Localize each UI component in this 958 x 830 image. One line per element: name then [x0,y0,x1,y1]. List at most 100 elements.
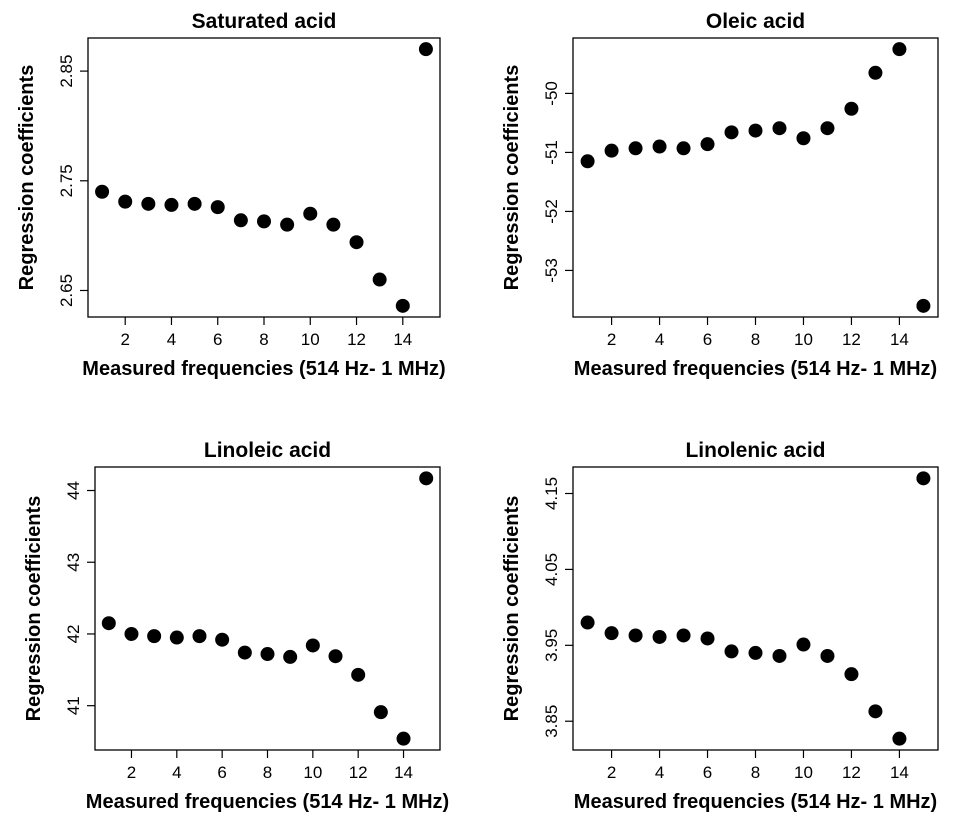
data-point [95,184,110,199]
y-axis-label: Regression coefficients [23,496,45,722]
data-point [724,644,739,659]
data-point [724,125,739,140]
y-axis-label: Regression coefficients [501,65,523,291]
chart-panel-1: Saturated acid 2 4 6 8 10 12 14 2.65 2.75 2.85 Meas… [16,10,446,380]
data-point [604,626,619,641]
data-point [215,632,230,647]
y-axis-label: Regression coefficients [501,496,523,722]
x-tick-label: 10 [794,330,813,349]
data-point [604,143,619,158]
data-point [349,235,364,250]
data-point [164,197,179,212]
y-tick-label: -53 [542,258,561,283]
data-point [700,137,715,152]
x-tick-label: 4 [172,763,181,782]
y-tick-label: 2.75 [57,164,76,197]
data-point [892,42,907,57]
plot-frame [572,466,939,751]
data-point [676,628,691,643]
data-point [628,628,643,643]
data-point [628,141,643,156]
data-point [892,731,907,746]
data-point [260,647,275,662]
data-point [652,629,667,644]
x-tick-label: 12 [349,763,368,782]
data-point [169,630,184,645]
plot-frame [572,37,939,318]
x-tick-label: 4 [655,763,664,782]
x-tick-label: 4 [167,330,176,349]
x-tick-label: 12 [842,763,861,782]
x-tick-label: 2 [120,330,129,349]
x-tick-label: 6 [703,763,712,782]
data-point [124,626,139,641]
x-tick-label: 10 [301,330,320,349]
data-point [141,196,156,211]
data-point [305,638,320,653]
y-tick-label: 3.85 [542,705,561,738]
data-point [101,616,116,631]
y-tick-label: 4.15 [542,477,561,510]
data-point [328,649,343,664]
x-axis-label: Measured frequencies (514 Hz- 1 MHz) [86,791,449,813]
x-tick-label: 6 [213,330,222,349]
y-tick-label: -52 [542,199,561,224]
data-point [820,648,835,663]
y-tick-label: 41 [64,696,83,715]
plot-frame [94,466,441,751]
data-point [118,194,133,209]
chart-title: Linolenic acid [685,439,825,462]
x-axis-label: Measured frequencies (514 Hz- 1 MHz) [574,791,937,813]
data-point [326,217,341,232]
x-tick-label: 14 [890,763,909,782]
data-point [395,298,410,313]
x-tick-label: 2 [607,330,616,349]
data-point [772,648,787,663]
data-point [652,139,667,154]
data-point [257,214,271,229]
plot-frame [87,37,441,318]
x-tick-label: 8 [751,330,760,349]
data-point [820,121,835,136]
data-point [844,667,859,682]
x-axis-label: Measured frequencies (514 Hz- 1 MHz) [82,358,445,380]
y-tick-label: 2.85 [57,55,76,88]
x-tick-label: 2 [127,763,136,782]
data-point [351,667,366,682]
data-point [796,131,811,146]
x-tick-label: 6 [703,330,712,349]
chart-title: Saturated acid [192,10,337,33]
x-tick-label: 8 [263,763,272,782]
data-point [844,101,859,116]
data-point [373,705,388,720]
chart-title: Oleic acid [706,10,805,33]
y-tick-label: 3.95 [542,629,561,662]
data-point [868,704,883,719]
data-point [772,121,787,136]
x-tick-label: 6 [217,763,226,782]
data-point [237,645,252,660]
data-point [419,471,434,486]
data-point [700,631,715,646]
data-point [233,213,248,228]
x-tick-label: 14 [394,763,413,782]
data-point [187,196,202,211]
x-tick-label: 2 [607,763,616,782]
data-point [283,649,298,664]
data-point [676,141,691,156]
x-tick-label: 14 [890,330,909,349]
data-point [868,65,883,80]
x-tick-label: 14 [393,330,412,349]
chart-panel-3: Linoleic acid 2 4 6 8 10 12 14 41 42 43 44 Measured … [23,439,449,813]
y-tick-label: 44 [64,481,83,500]
data-point [147,629,162,644]
x-tick-label: 8 [751,763,760,782]
chart-panel-2: Oleic acid 2 4 6 8 10 12 14 -53 -52 -51 -50 Measured… [501,10,939,380]
data-point [580,615,595,630]
y-tick-label: -51 [542,140,561,165]
data-point [580,154,595,169]
x-tick-label: 10 [794,763,813,782]
x-axis-label: Measured frequencies (514 Hz- 1 MHz) [574,358,937,380]
x-tick-label: 12 [347,330,366,349]
